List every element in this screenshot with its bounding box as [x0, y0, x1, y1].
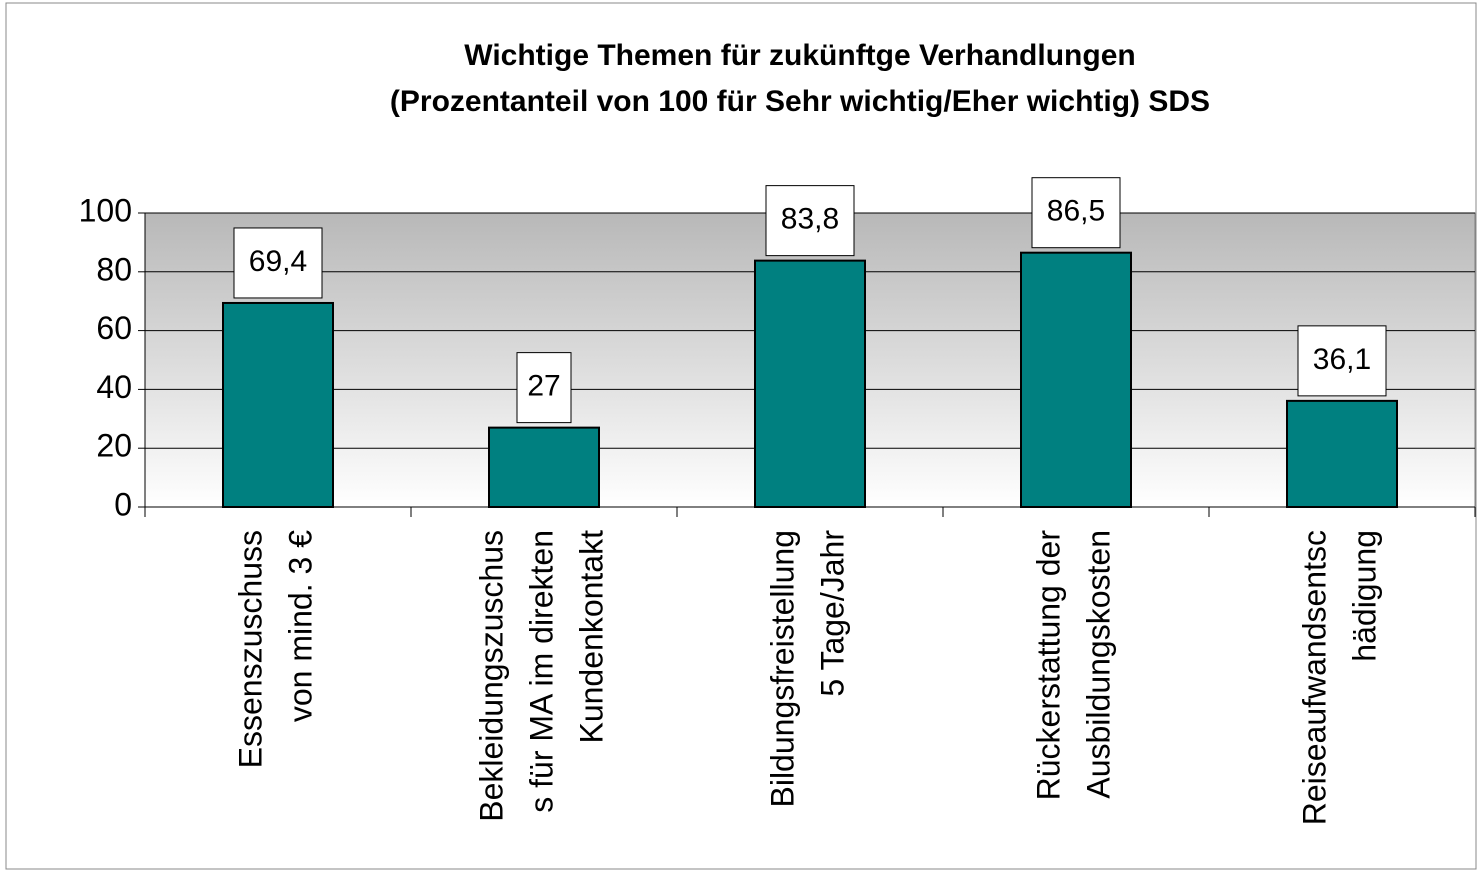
bar: [754, 259, 866, 508]
x-tick-label: Reiseaufwandsentsc: [1296, 530, 1332, 825]
x-tick-label: Bildungsfreistellung: [764, 530, 800, 808]
x-tick-label: s für MA im direkten: [523, 530, 559, 813]
chart-title: Wichtige Themen für zukünftge Verhandlun…: [464, 39, 1135, 72]
value-label-box: [1031, 177, 1121, 249]
y-tick-label: 0: [114, 486, 132, 522]
value-label-box: [765, 185, 855, 257]
y-tick-label: 80: [96, 251, 132, 287]
y-tick-label: 60: [96, 310, 132, 346]
value-label: 27: [527, 370, 560, 403]
value-label: 86,5: [1047, 195, 1105, 228]
y-tick-label: 40: [96, 369, 132, 405]
y-tick-label: 20: [96, 428, 132, 464]
value-label: 69,4: [249, 245, 307, 278]
x-tick-label: Ausbildungskosten: [1080, 530, 1116, 799]
bar: [222, 301, 334, 508]
bar: [488, 426, 600, 508]
chart-title: (Prozentanteil von 100 für Sehr wichtig/…: [390, 85, 1210, 118]
x-tick-label: Essenszuschuss: [232, 530, 268, 768]
x-tick-label: hädigung: [1346, 530, 1382, 662]
x-tick-label: Rückerstattung der: [1030, 530, 1066, 801]
x-tick-label: von mind. 3 €: [282, 530, 318, 722]
x-tick-label: Kundenkontakt: [573, 530, 609, 744]
x-tick-label: Bekleidungszuschus: [473, 530, 509, 822]
value-label-box: [233, 227, 323, 299]
value-label: 83,8: [781, 203, 839, 236]
bar: [1020, 251, 1132, 508]
x-tick-label: 5 Tage/Jahr: [814, 530, 850, 697]
bar: [1286, 399, 1398, 508]
value-label: 36,1: [1313, 343, 1371, 376]
value-label-box: [1297, 325, 1387, 397]
value-label-box: [516, 352, 572, 424]
y-tick-label: 100: [79, 192, 132, 228]
